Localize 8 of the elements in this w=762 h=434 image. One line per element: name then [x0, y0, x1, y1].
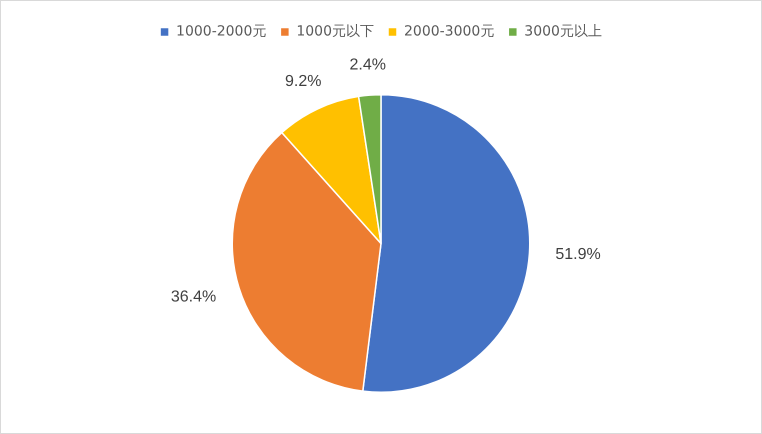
legend-label: 2000-3000元 [404, 24, 494, 40]
legend-label: 1000元以下 [296, 24, 374, 40]
legend-label: 1000-2000元 [176, 24, 266, 40]
data-label: 9.2% [284, 73, 322, 90]
data-label: 36.4% [170, 288, 216, 306]
legend-label: 3000元以上 [524, 24, 602, 40]
data-label: 2.4% [349, 56, 386, 74]
data-label: 51.9% [555, 246, 601, 263]
